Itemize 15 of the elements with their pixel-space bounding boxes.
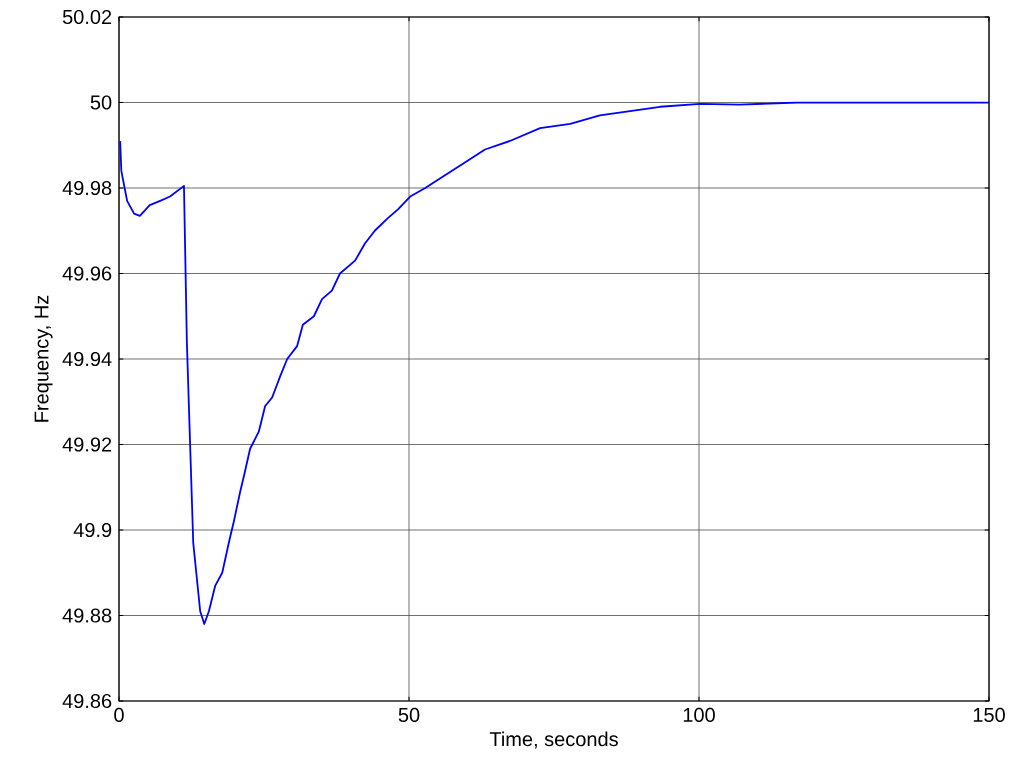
- y-tick-label: 49.94: [62, 351, 112, 367]
- y-tick-label: 50.02: [62, 9, 112, 25]
- x-axis-title: Time, seconds: [489, 731, 618, 749]
- x-tick-label: 0: [114, 707, 124, 723]
- y-tick-label: 49.86: [62, 693, 112, 709]
- y-tick-label: 49.9: [73, 522, 112, 538]
- y-tick-label: 49.96: [62, 266, 112, 281]
- x-tick-label: 150: [973, 707, 1005, 723]
- x-tick-label: 100: [683, 707, 715, 723]
- y-tick-label: 49.98: [62, 180, 112, 196]
- x-tick-label: 50: [398, 707, 420, 723]
- y-tick-label: 49.88: [62, 608, 112, 623]
- y-tick-label: 50: [90, 95, 112, 110]
- y-axis-title: Frequency, Hz: [34, 295, 53, 422]
- y-tick-label: 49.92: [62, 437, 112, 452]
